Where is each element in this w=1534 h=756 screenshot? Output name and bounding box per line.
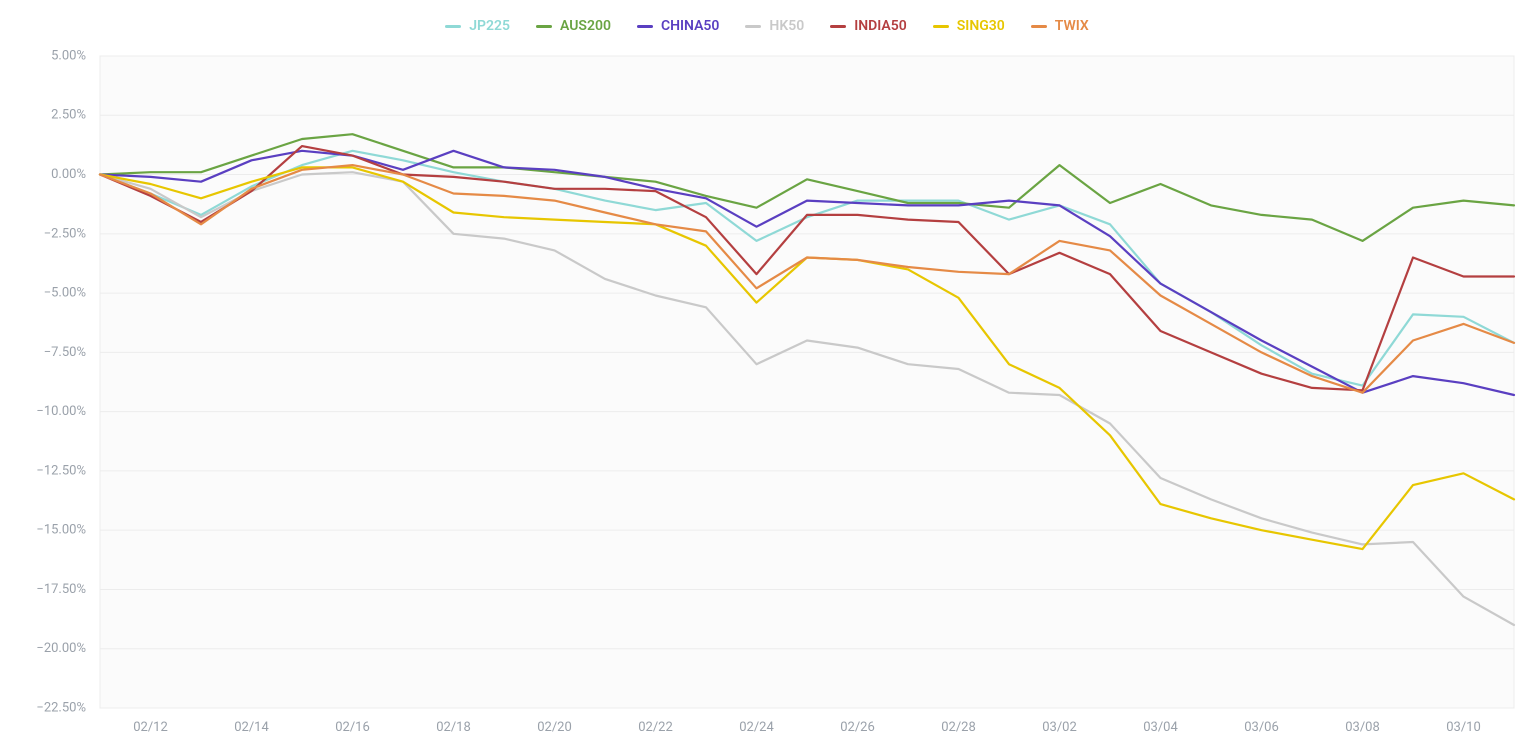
y-tick-label: −20.00%	[36, 641, 86, 656]
legend-swatch	[933, 25, 949, 28]
y-tick-label: −22.50%	[36, 700, 86, 715]
legend-swatch	[1031, 25, 1047, 28]
x-tick-label: 02/16	[335, 720, 370, 735]
legend-label: INDIA50	[854, 18, 907, 34]
y-tick-label: 0.00%	[51, 167, 86, 182]
legend-item[interactable]: JP225	[445, 18, 510, 34]
x-tick-label: 02/28	[941, 720, 976, 735]
line-chart: JP225AUS200CHINA50HK50INDIA50SING30TWIX …	[0, 0, 1534, 756]
legend-item[interactable]: AUS200	[536, 18, 611, 34]
plot-area	[100, 56, 1514, 708]
legend-swatch	[830, 25, 846, 28]
legend-swatch	[745, 25, 761, 28]
y-tick-label: 5.00%	[51, 48, 86, 63]
x-tick-label: 02/14	[234, 720, 269, 735]
legend-swatch	[445, 25, 461, 28]
x-tick-label: 03/02	[1042, 720, 1077, 735]
x-tick-label: 03/10	[1446, 720, 1481, 735]
x-tick-label: 03/08	[1345, 720, 1380, 735]
x-tick-label: 02/22	[638, 720, 673, 735]
y-tick-label: −2.50%	[44, 226, 86, 241]
legend-label: JP225	[469, 18, 510, 34]
legend-item[interactable]: HK50	[745, 18, 804, 34]
x-tick-label: 02/20	[537, 720, 572, 735]
y-tick-label: −15.00%	[36, 523, 86, 538]
y-tick-label: −12.50%	[36, 463, 86, 478]
x-tick-label: 03/06	[1244, 720, 1279, 735]
legend-swatch	[536, 25, 552, 28]
x-tick-label: 03/04	[1143, 720, 1178, 735]
legend-item[interactable]: INDIA50	[830, 18, 907, 34]
legend-label: AUS200	[560, 18, 611, 34]
x-tick-label: 02/24	[739, 720, 774, 735]
chart-svg: 5.00% 2.50% 0.00% −2.50% −5.00% −7.50% −10.00%…	[0, 0, 1534, 756]
legend-label: SING30	[957, 18, 1005, 34]
legend-label: HK50	[769, 18, 804, 34]
legend-item[interactable]: SING30	[933, 18, 1005, 34]
y-tick-label: 2.50%	[51, 108, 86, 123]
y-tick-label: −7.50%	[44, 345, 86, 360]
legend-item[interactable]: TWIX	[1031, 18, 1089, 34]
x-tick-label: 02/12	[133, 720, 168, 735]
legend-item[interactable]: CHINA50	[637, 18, 719, 34]
y-tick-label: −5.00%	[44, 286, 86, 301]
legend-swatch	[637, 25, 653, 28]
y-tick-label: −17.50%	[36, 582, 86, 597]
legend: JP225 AUS200 CHINA50 HK50 INDIA50 SING30 TWIX	[0, 18, 1534, 34]
legend-label: TWIX	[1055, 18, 1089, 34]
x-tick-label: 02/26	[840, 720, 875, 735]
legend-label: CHINA50	[661, 18, 719, 34]
y-tick-label: −10.00%	[36, 404, 86, 419]
x-tick-label: 02/18	[436, 720, 471, 735]
